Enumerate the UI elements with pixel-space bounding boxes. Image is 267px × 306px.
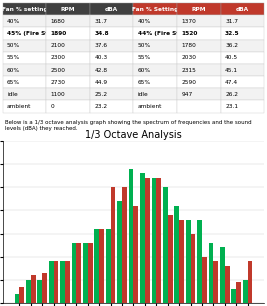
Bar [179,220,184,303]
Bar [19,287,24,303]
Bar [106,229,111,303]
Bar [95,229,99,303]
Bar [168,215,172,303]
Bar [26,280,31,303]
Text: Below is a 1/3 octave analysis graph showing the spectrum of frequencies and the: Below is a 1/3 octave analysis graph sho… [5,120,252,131]
Text: GTX 970: GTX 970 [44,0,77,2]
Bar [134,206,138,303]
Bar [163,187,168,303]
Bar [65,261,70,303]
Bar [186,220,191,303]
Bar [72,243,76,303]
Bar [231,289,236,303]
Title: 1/3 Octave Analysis: 1/3 Octave Analysis [85,130,182,140]
Bar [129,169,134,303]
Bar [54,261,58,303]
Bar [225,266,230,303]
Bar [248,261,252,303]
Bar [191,233,195,303]
Bar [15,294,19,303]
Bar [213,261,218,303]
Bar [152,178,156,303]
Bar [209,243,213,303]
Bar [140,174,145,303]
Bar [42,273,47,303]
Bar [174,206,179,303]
Bar [49,261,54,303]
Bar [197,220,202,303]
Bar [60,261,65,303]
Bar [145,178,150,303]
Bar [236,282,241,303]
Bar [243,280,248,303]
Bar [83,243,88,303]
Text: Radeon™ RX 480: Radeon™ RX 480 [158,0,225,2]
Bar [37,280,42,303]
Bar [202,257,207,303]
Bar [76,243,81,303]
Bar [111,187,115,303]
Bar [156,178,161,303]
Bar [122,187,127,303]
Bar [117,201,122,303]
Bar [220,248,225,303]
Bar [99,229,104,303]
Bar [88,243,93,303]
Bar [31,275,36,303]
